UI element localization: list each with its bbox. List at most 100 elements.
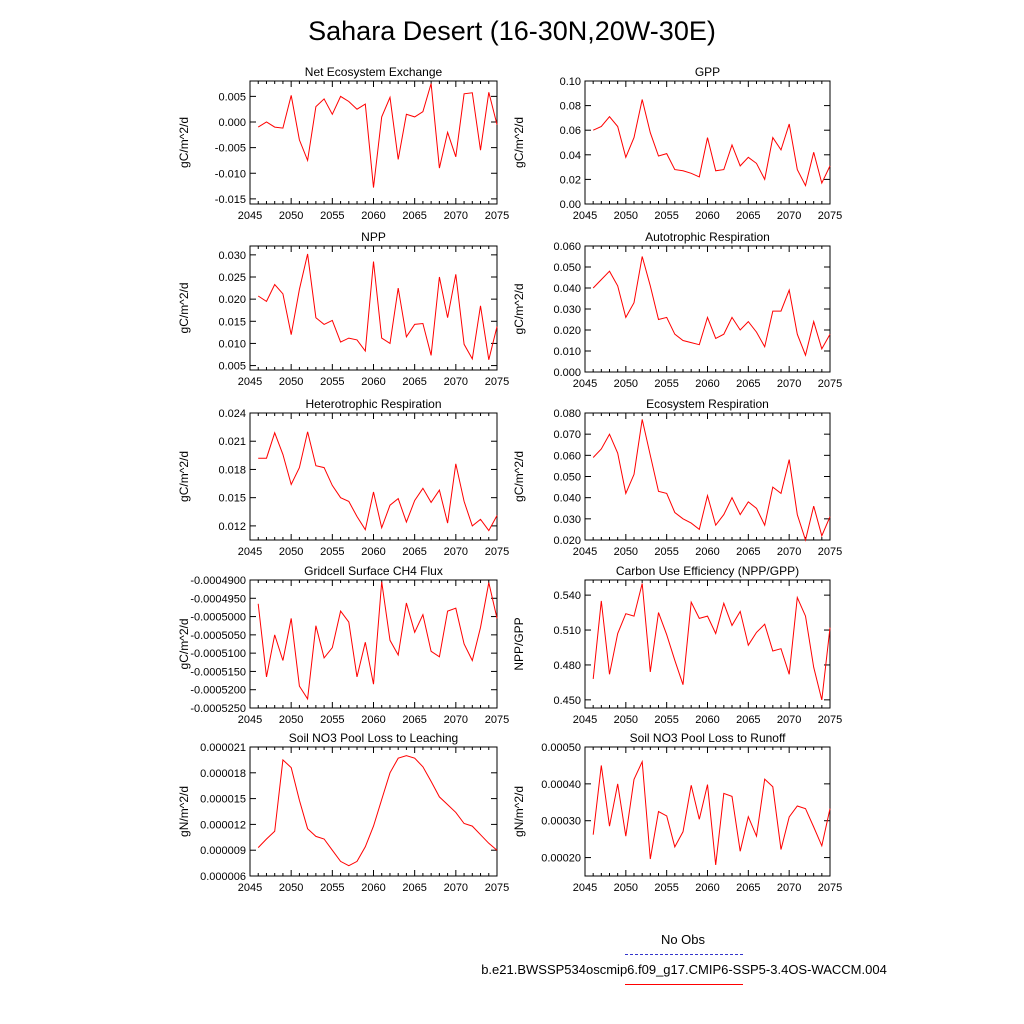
y-tick-label: 0.00040 — [541, 779, 581, 791]
y-tick-label: -0.0005050 — [190, 630, 246, 642]
x-tick-label: 2045 — [573, 714, 597, 726]
y-tick-label: 0.005 — [218, 361, 246, 373]
y-tick-label: 0.024 — [218, 408, 246, 420]
y-tick-label: 0.070 — [553, 429, 581, 441]
x-tick-label: 2050 — [614, 210, 638, 222]
y-tick-label: 0.018 — [218, 464, 246, 476]
series-line — [258, 431, 498, 532]
x-tick-label: 2045 — [238, 210, 262, 222]
y-tick-label: -0.015 — [215, 194, 246, 206]
y-tick-label: 0.050 — [553, 472, 581, 484]
plot-frame — [584, 245, 831, 373]
x-tick-label: 2065 — [736, 882, 760, 894]
plot-frame — [584, 579, 831, 709]
x-tick-label: 2065 — [402, 210, 426, 222]
y-tick-label: 0.510 — [553, 625, 581, 637]
x-tick-label: 2050 — [279, 210, 303, 222]
chart-title: Heterotrophic Respiration — [305, 397, 441, 411]
y-tick-label: 0.021 — [218, 436, 246, 448]
y-tick-label: 0.080 — [553, 408, 581, 420]
plot-frame — [584, 412, 831, 541]
x-tick-label: 2060 — [361, 714, 385, 726]
y-tick-label: 0.020 — [553, 535, 581, 547]
y-tick-label: 0.025 — [218, 272, 246, 284]
plot-frame — [249, 579, 498, 709]
x-tick-label: 2070 — [777, 210, 801, 222]
y-tick-label: -0.0004900 — [190, 575, 246, 587]
y-tick-label: 0.000 — [218, 117, 246, 129]
x-tick-label: 2075 — [818, 546, 842, 558]
y-tick-label: 0.020 — [218, 294, 246, 306]
x-tick-label: 2045 — [573, 546, 597, 558]
series-line — [257, 755, 498, 867]
y-axis-label: gN/m^2/d — [177, 786, 191, 837]
chart-title: Soil NO3 Pool Loss to Runoff — [630, 731, 787, 745]
x-tick-label: 2070 — [444, 210, 468, 222]
x-tick-label: 2060 — [695, 546, 719, 558]
y-axis-label: gC/m^2/d — [512, 451, 526, 502]
series-line — [257, 253, 498, 361]
x-tick-label: 2060 — [361, 546, 385, 558]
chart-title: Autotrophic Respiration — [645, 230, 770, 244]
y-tick-label: -0.0005100 — [190, 648, 246, 660]
series-line — [592, 419, 831, 542]
x-tick-label: 2045 — [238, 376, 262, 388]
chart-title: Soil NO3 Pool Loss to Leaching — [289, 731, 458, 745]
x-tick-label: 2050 — [279, 546, 303, 558]
x-tick-label: 2055 — [654, 882, 678, 894]
y-tick-label: -0.0004950 — [190, 593, 246, 605]
y-axis-label: NPP/GPP — [512, 617, 526, 670]
x-tick-label: 2055 — [320, 882, 344, 894]
y-tick-label: 0.000021 — [200, 742, 246, 754]
x-tick-label: 2060 — [695, 210, 719, 222]
y-tick-label: 0.010 — [218, 338, 246, 350]
y-tick-label: -0.0005150 — [190, 666, 246, 678]
y-tick-label: 0.000006 — [200, 871, 246, 883]
x-tick-label: 2065 — [736, 210, 760, 222]
x-tick-label: 2045 — [573, 378, 597, 390]
x-tick-label: 2070 — [444, 546, 468, 558]
x-tick-label: 2070 — [777, 882, 801, 894]
x-tick-label: 2055 — [654, 210, 678, 222]
y-tick-label: 0.060 — [553, 450, 581, 462]
y-tick-label: 0.04 — [560, 150, 581, 162]
y-tick-label: 0.00050 — [541, 742, 581, 754]
chart-panel: Heterotrophic Respiration gC/m^2/d 2045 205… — [177, 397, 509, 558]
x-tick-label: 2075 — [485, 714, 509, 726]
x-tick-label: 2060 — [361, 882, 385, 894]
series-line — [257, 83, 498, 188]
y-axis-label: gC/m^2/d — [512, 284, 526, 335]
y-tick-label: 0.08 — [560, 101, 581, 113]
x-tick-label: 2075 — [818, 714, 842, 726]
x-tick-label: 2075 — [485, 210, 509, 222]
y-tick-label: 0.015 — [218, 316, 246, 328]
y-axis-label: gC/m^2/d — [177, 451, 191, 502]
y-tick-label: 0.450 — [553, 695, 581, 707]
legend-obs-label: No Obs — [660, 932, 706, 947]
series-line — [592, 99, 831, 188]
y-tick-label: 0.030 — [553, 514, 581, 526]
series-line — [592, 256, 831, 357]
x-tick-label: 2070 — [444, 714, 468, 726]
y-axis-label: gC/m^2/d — [177, 619, 191, 670]
x-tick-label: 2065 — [736, 378, 760, 390]
chart-panel: Autotrophic Respiration gC/m^2/d 2045 2050 2… — [512, 230, 842, 390]
y-axis-label: gC/m^2/d — [512, 117, 526, 168]
chart-title: Ecosystem Respiration — [646, 397, 769, 411]
x-tick-label: 2055 — [654, 546, 678, 558]
y-tick-label: -0.0005000 — [190, 612, 246, 624]
x-tick-label: 2075 — [485, 882, 509, 894]
x-tick-label: 2075 — [818, 210, 842, 222]
x-tick-label: 2060 — [361, 210, 385, 222]
y-tick-label: 0.000012 — [200, 819, 246, 831]
figure-title: Sahara Desert (16-30N,20W-30E) — [308, 16, 716, 46]
chart-panel: Soil NO3 Pool Loss to Leaching gN/m^2/d 20… — [177, 731, 509, 894]
chart-title: GPP — [695, 65, 720, 79]
y-tick-label: 0.010 — [553, 346, 581, 358]
y-axis-label: gC/m^2/d — [177, 283, 191, 334]
x-tick-label: 2070 — [444, 882, 468, 894]
x-tick-label: 2060 — [361, 376, 385, 388]
legend-obs-line — [625, 954, 743, 955]
y-tick-label: 0.040 — [553, 493, 581, 505]
